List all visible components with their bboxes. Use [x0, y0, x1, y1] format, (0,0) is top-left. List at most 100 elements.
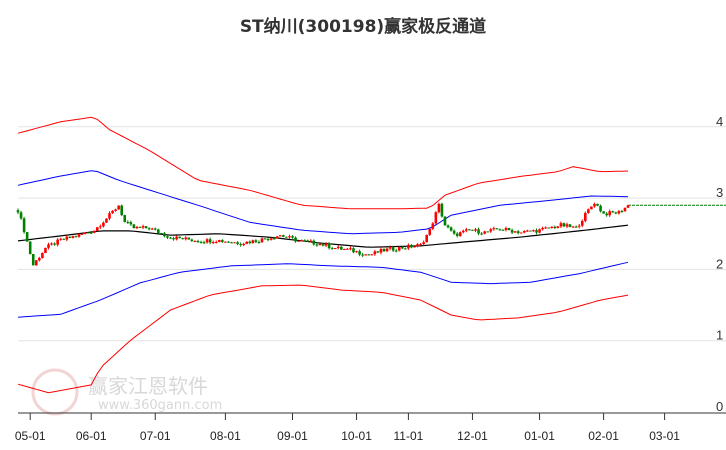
candle [498, 228, 502, 231]
candle [282, 234, 285, 238]
candle [285, 236, 288, 238]
candle [401, 246, 404, 250]
candle [501, 229, 505, 231]
candle [214, 240, 218, 244]
candle [257, 240, 261, 244]
candle [147, 227, 151, 231]
candle [587, 208, 590, 214]
candle [577, 223, 581, 229]
candle [242, 242, 245, 247]
candle [391, 245, 395, 252]
y-tick-label: 0 [716, 399, 723, 414]
candle [602, 211, 605, 214]
candle [330, 246, 334, 250]
candle [303, 239, 306, 242]
x-tick-label: 03-01 [649, 429, 680, 443]
candle [120, 204, 123, 217]
y-tick-label: 3 [716, 185, 723, 200]
candle [56, 237, 59, 247]
candle [407, 243, 410, 250]
candle [114, 208, 117, 212]
candle [117, 205, 120, 210]
candle [346, 248, 349, 250]
candle [89, 231, 93, 235]
candle [68, 236, 72, 239]
candle [571, 225, 575, 228]
candle [510, 228, 514, 235]
candle [446, 224, 450, 229]
candle [324, 242, 328, 248]
candle [327, 242, 331, 250]
candle [312, 239, 316, 246]
candle [626, 204, 630, 209]
watermark: 赢家江恩软件 www.360gann.com [31, 368, 222, 416]
candle [318, 243, 322, 246]
candle [184, 236, 188, 241]
candle [300, 239, 303, 242]
candle [425, 234, 428, 243]
candle [160, 232, 163, 234]
x-tick-label: 10-01 [341, 429, 372, 443]
watermark-seal-icon [31, 368, 79, 416]
candle [352, 247, 355, 254]
candle [96, 227, 99, 231]
candle [361, 252, 364, 258]
candle [590, 206, 593, 210]
candle [413, 246, 416, 248]
candle [196, 239, 200, 244]
candle [535, 228, 538, 235]
candle [193, 240, 197, 242]
candle [397, 246, 401, 252]
candle [449, 226, 453, 232]
channel-line-upper-inner [17, 170, 629, 235]
candle [358, 249, 361, 257]
chart-title: ST纳川(300198)赢家极反通道 [239, 17, 487, 37]
candle [178, 236, 181, 239]
candle [394, 248, 398, 253]
candle [236, 241, 239, 246]
candle [516, 230, 520, 235]
candle [199, 240, 203, 244]
candle [584, 211, 587, 223]
x-tick-label: 09-01 [277, 429, 308, 443]
candle [211, 240, 215, 244]
candle [440, 202, 444, 218]
candle [47, 242, 50, 250]
candle [519, 232, 523, 234]
candle [269, 237, 273, 241]
candle [477, 227, 480, 236]
candle [617, 210, 621, 215]
candle [529, 230, 532, 232]
candle [309, 239, 313, 243]
candle [169, 236, 172, 239]
candle [25, 231, 29, 242]
candle [553, 225, 557, 230]
candle [355, 250, 358, 253]
candle [19, 210, 23, 220]
candle [22, 216, 26, 234]
candle [538, 228, 541, 234]
candle [175, 235, 178, 241]
candle [321, 242, 325, 247]
candle [404, 247, 407, 250]
candle [340, 246, 343, 251]
candle [126, 220, 130, 224]
candle [129, 220, 133, 226]
candle [385, 247, 389, 253]
candle [254, 239, 258, 244]
y-tick-label: 1 [716, 328, 723, 343]
channel-line-lower-inner [17, 261, 629, 318]
candle [53, 242, 56, 246]
candle [80, 233, 84, 235]
watermark-url: www.360gann.com [98, 398, 222, 413]
candle [172, 236, 175, 241]
candle [416, 243, 419, 248]
candle [74, 235, 78, 238]
candle [471, 229, 474, 231]
candle [495, 228, 499, 230]
candle [474, 227, 477, 233]
candle [544, 226, 547, 229]
candle [208, 237, 212, 245]
candle [297, 240, 300, 242]
candle [507, 227, 511, 231]
